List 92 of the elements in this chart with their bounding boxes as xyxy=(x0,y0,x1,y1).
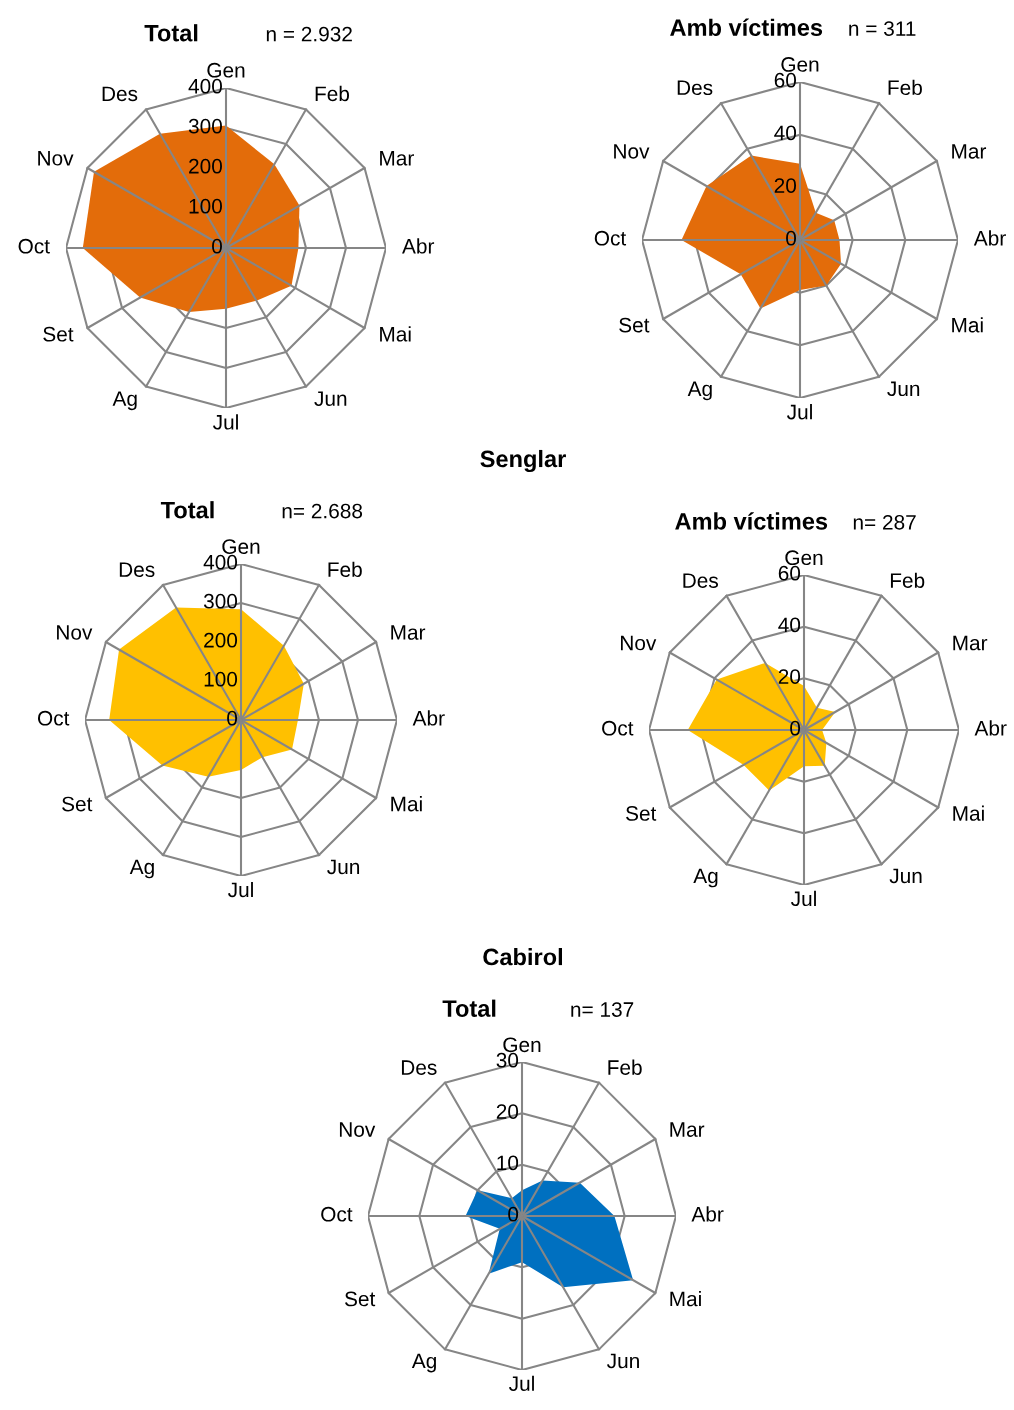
y-tick-label: 0 xyxy=(227,710,238,726)
spoke-label: Mar xyxy=(391,625,426,640)
y-tick-label: 20 xyxy=(778,669,801,684)
spoke-label: Nov xyxy=(621,635,657,651)
y-tick-label: 60 xyxy=(778,565,801,581)
spoke-label: Mar xyxy=(670,1122,705,1137)
chart-title: Total xyxy=(442,999,496,1017)
spoke-label: Jun xyxy=(889,868,922,884)
text: Senglar xyxy=(480,449,566,473)
spoke-label: Jul xyxy=(787,404,812,420)
y-tick-label: 400 xyxy=(188,78,222,94)
spoke-label: Des xyxy=(102,86,138,102)
y-tick-label: 400 xyxy=(203,554,238,570)
spoke-label: Oct xyxy=(321,1206,353,1222)
spoke-label: Ag xyxy=(129,859,154,879)
spoke-label: Des xyxy=(401,1060,437,1075)
spoke-label: Mar xyxy=(380,151,414,166)
spoke-label: Oct xyxy=(602,720,634,736)
spoke-label: Des xyxy=(683,573,718,588)
spoke-label: Feb xyxy=(328,561,362,577)
chart-title: Total xyxy=(144,24,198,42)
spoke-label: Set xyxy=(344,1291,376,1307)
spoke-label: Abr xyxy=(974,720,1007,736)
y-tick-label: 20 xyxy=(496,1104,519,1119)
chart-subtitle: n = 311 xyxy=(849,21,916,36)
chart-subtitle: n= 137 xyxy=(571,1002,634,1017)
spoke-label: Set xyxy=(62,796,93,812)
spoke-label: Feb xyxy=(315,85,350,102)
chart-subtitle: n= 287 xyxy=(853,514,916,530)
y-tick-label: 0 xyxy=(786,230,797,246)
spoke-label: Ag xyxy=(411,1353,436,1373)
y-tick-label: 0 xyxy=(790,720,801,736)
y-tick-label: 40 xyxy=(774,125,797,141)
y-tick-label: 0 xyxy=(212,238,222,254)
spoke-label: Jun xyxy=(327,859,360,875)
spoke-label: Gen xyxy=(222,539,260,554)
spoke-label: Oct xyxy=(37,710,70,726)
y-tick-label: 40 xyxy=(778,617,801,633)
spoke-label: Gen xyxy=(503,1037,541,1053)
chart-title: Amb víctimes xyxy=(675,512,828,530)
spoke-label: Mai xyxy=(380,326,411,342)
spoke-label: Nov xyxy=(614,144,650,159)
spoke-label: Jun xyxy=(607,1353,639,1369)
chart-title: Amb víctimes xyxy=(670,18,823,36)
spoke-label: Mai xyxy=(670,1290,701,1307)
y-tick-label: 100 xyxy=(189,198,222,214)
chart-title: Total xyxy=(160,501,214,519)
y-tick-label: 200 xyxy=(189,158,222,174)
spoke-label: Des xyxy=(677,80,713,96)
y-tick-label: 300 xyxy=(203,593,238,609)
spoke-label: Jul xyxy=(509,1375,534,1391)
spoke-label: Mar xyxy=(952,144,987,159)
spoke-label: Set xyxy=(626,806,657,821)
spoke-label: Ag xyxy=(693,868,718,888)
chart-subtitle: n= 2.688 xyxy=(282,503,363,519)
y-tick-label: 20 xyxy=(774,178,797,193)
spoke-label: Jul xyxy=(228,881,253,898)
spoke-label: Abr xyxy=(412,710,445,726)
spoke-label: Oct xyxy=(18,238,50,254)
spoke-label: Nov xyxy=(339,1122,376,1137)
y-tick-label: 100 xyxy=(204,671,238,687)
spoke-label: Gen xyxy=(781,57,819,72)
spoke-label: Jun xyxy=(887,381,920,397)
spoke-label: Mai xyxy=(952,317,983,333)
spoke-label: Mar xyxy=(953,635,988,651)
spoke-label: Gen xyxy=(207,62,245,78)
spoke-label: Jul xyxy=(213,414,238,430)
spoke-label: Mai xyxy=(391,796,422,812)
spoke-label: Mai xyxy=(953,805,984,821)
spoke-label: Jun xyxy=(314,391,347,407)
spoke-label: Set xyxy=(43,326,74,342)
y-tick-label: 60 xyxy=(774,72,797,88)
spoke-label: Oct xyxy=(594,230,627,246)
spoke-label: Set xyxy=(619,317,650,333)
spoke-label: Nov xyxy=(57,625,93,640)
spoke-label: Ag xyxy=(687,381,712,401)
y-tick-label: 200 xyxy=(204,632,238,648)
spoke-label: Ag xyxy=(112,391,137,411)
spoke-label: Feb xyxy=(608,1059,642,1075)
spoke-label: Feb xyxy=(888,79,922,96)
spoke-label: Abr xyxy=(973,230,1006,246)
spoke-label: Abr xyxy=(402,238,435,254)
spoke-label: Des xyxy=(119,562,155,577)
spoke-label: Abr xyxy=(691,1206,724,1222)
y-tick-label: 10 xyxy=(497,1155,519,1171)
text: Cabirol xyxy=(483,947,562,966)
spoke-label: Nov xyxy=(38,151,74,166)
spoke-label: Feb xyxy=(890,572,925,588)
chart-subtitle: n = 2.932 xyxy=(266,26,352,42)
y-tick-label: 30 xyxy=(496,1052,519,1068)
spoke-label: Gen xyxy=(785,550,823,566)
spoke-label: Jul xyxy=(791,890,816,907)
